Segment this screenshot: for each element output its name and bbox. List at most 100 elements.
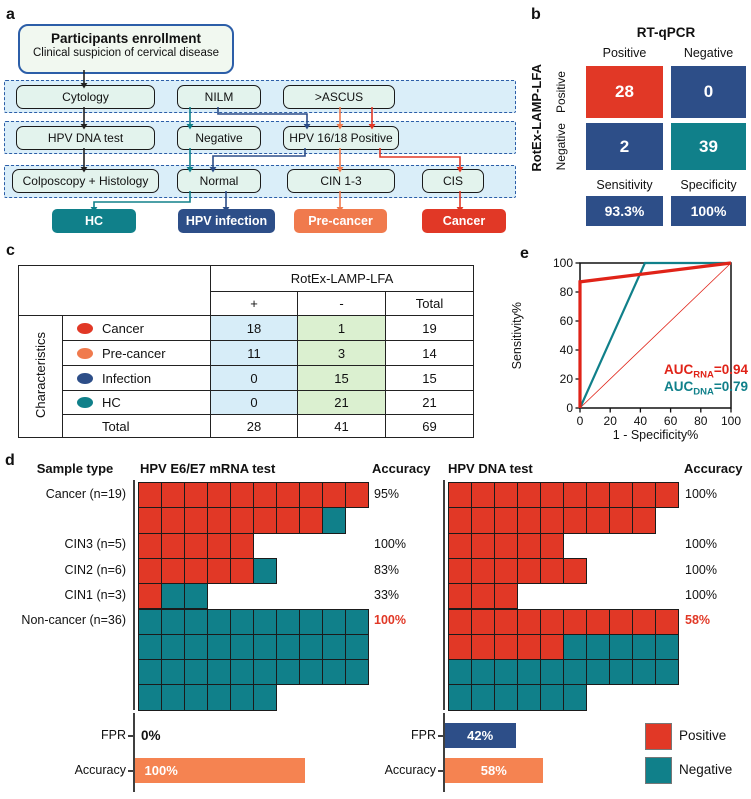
- accuracy-bar: 58%: [444, 758, 544, 783]
- table-col-minus: -: [297, 291, 386, 316]
- waffle-cell: [517, 659, 541, 686]
- waffle-cell: [299, 482, 323, 509]
- outcome-precancer: Pre-cancer: [294, 209, 387, 233]
- waffle-cell: [345, 659, 369, 686]
- waffle-cell: [138, 633, 162, 661]
- waffle-cell: [253, 507, 277, 534]
- specificity-value: 100%: [671, 196, 746, 226]
- confusion-cell-tp: 28: [586, 66, 663, 118]
- waffle-cell: [299, 608, 323, 635]
- waffle-cell: [586, 507, 610, 534]
- table-precancer-total: 14: [385, 340, 474, 366]
- waffle-cell: [184, 583, 208, 610]
- legend-label-positive: Positive: [679, 728, 727, 743]
- waffle-cell: [471, 482, 495, 509]
- sample-type-label: CIN1 (n=3): [64, 587, 126, 602]
- waffle-cell: [494, 684, 518, 711]
- waffle-cell: [230, 684, 254, 711]
- node-cin13: CIN 1-3: [287, 169, 395, 193]
- waffle-cell: [184, 659, 208, 686]
- svg-text:100: 100: [553, 256, 573, 270]
- waffle-cell: [230, 659, 254, 686]
- waffle-cell: [276, 507, 300, 534]
- waffle-cell: [448, 482, 472, 509]
- waffle-cell: [230, 482, 254, 509]
- waffle-cell: [161, 532, 185, 559]
- waffle-cell: [207, 557, 231, 585]
- waffle-cell: [586, 633, 610, 661]
- accuracy-value: 100%: [685, 587, 717, 602]
- waffle-cell: [586, 659, 610, 686]
- waffle-cell: [345, 633, 369, 661]
- panel-d-label: d: [5, 452, 15, 469]
- sample-type-header: Sample type: [36, 461, 114, 476]
- bar-axis-line: [443, 713, 445, 792]
- waffle-cell: [609, 608, 633, 635]
- waffle-cell: [184, 532, 208, 559]
- waffle-cell: [471, 532, 495, 559]
- svg-text:40: 40: [560, 343, 574, 357]
- waffle-cell: [276, 482, 300, 509]
- waffle-cell: [322, 482, 346, 509]
- sensitivity-label: Sensitivity: [596, 178, 653, 192]
- waffle-cell: [655, 659, 679, 686]
- waffle-cell: [276, 608, 300, 635]
- waffle-cell: [161, 659, 185, 686]
- panel-b-label: b: [531, 6, 541, 23]
- node-normal: Normal: [177, 169, 261, 193]
- waffle-cell: [517, 608, 541, 635]
- accuracy-value: 100%: [685, 486, 717, 501]
- waffle-cell: [540, 659, 564, 686]
- waffle-cell: [517, 482, 541, 509]
- waffle-cell: [138, 684, 162, 711]
- sample-type-label: CIN2 (n=6): [64, 562, 126, 577]
- waffle-cell: [448, 659, 472, 686]
- waffle-cell: [494, 532, 518, 559]
- confusion-title: RT-qPCR: [636, 25, 696, 40]
- roc-y-axis-label: Sensitivity%: [510, 301, 524, 370]
- accuracy-label: Accuracy: [74, 763, 126, 777]
- waffle-cell: [540, 557, 564, 585]
- waffle-cell: [322, 633, 346, 661]
- table-total-total: 69: [385, 414, 474, 438]
- waffle-cell: [299, 659, 323, 686]
- waffle-cell: [230, 507, 254, 534]
- outcome-cancer: Cancer: [422, 209, 506, 233]
- waffle-cell: [253, 608, 277, 635]
- waffle-cell: [161, 507, 185, 534]
- accuracy-value: 100%: [685, 562, 717, 577]
- table-col-plus: +: [210, 291, 298, 316]
- accuracy-value: 100%: [374, 613, 406, 628]
- table-total-plus: 28: [210, 414, 298, 438]
- axis-tick: [438, 770, 443, 772]
- sensitivity-value: 93.3%: [586, 196, 663, 226]
- fpr-bar: 42%: [444, 723, 516, 748]
- waffle-cell: [299, 633, 323, 661]
- table-infection-total: 15: [385, 365, 474, 391]
- node-hpv-dna: HPV DNA test: [16, 126, 155, 150]
- waffle-cell: [563, 557, 587, 585]
- node-cis: CIS: [422, 169, 484, 193]
- sample-type-label: CIN3 (n=5): [64, 537, 126, 552]
- infection-dot-icon: [77, 372, 93, 384]
- waffle-cell: [563, 659, 587, 686]
- waffle-cell: [540, 684, 564, 711]
- waffle-cell: [161, 684, 185, 711]
- accuracy-header-right: Accuracy: [684, 461, 743, 476]
- waffle-cell: [184, 608, 208, 635]
- waffle-cell: [540, 633, 564, 661]
- waffle-cell: [517, 507, 541, 534]
- waffle-cell: [299, 507, 323, 534]
- waffle-cell: [161, 633, 185, 661]
- auc-rna-annotation: AUCRNA=0.94: [663, 362, 748, 381]
- waffle-cell: [540, 482, 564, 509]
- table-infection-plus: 0: [210, 365, 298, 391]
- waffle-cell: [276, 659, 300, 686]
- table-cancer-plus: 18: [210, 315, 298, 341]
- waffle-cell: [448, 633, 472, 661]
- bar-axis-line: [133, 713, 135, 792]
- waffle-cell: [655, 608, 679, 635]
- svg-text:20: 20: [560, 372, 574, 386]
- axis-tick: [128, 735, 133, 737]
